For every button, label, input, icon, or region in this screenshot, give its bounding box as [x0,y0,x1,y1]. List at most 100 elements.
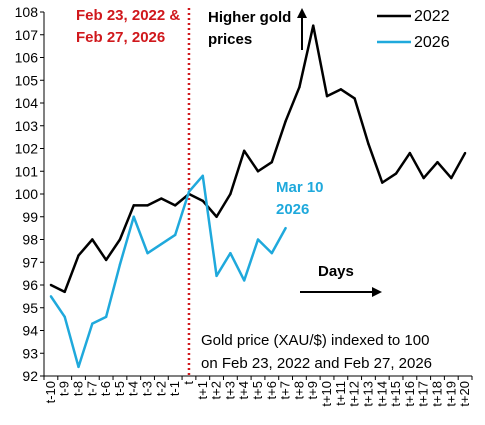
days-label: Days [318,263,354,280]
data-point-2022 [132,204,135,207]
y-tick-label: 102 [15,141,39,157]
index-note-line-1: Gold price (XAU/$) indexed to 100 [201,332,429,349]
data-point-2026 [49,295,53,298]
data-point-2026 [104,315,108,319]
x-tick-label: t+5 [250,381,265,399]
x-tick-label: t-4 [126,381,141,396]
y-tick-label: 108 [15,4,39,20]
data-point-2026 [270,251,274,255]
x-tick-label: t+12 [347,381,362,407]
data-point-2022 [339,88,343,91]
y-tick-label: 103 [15,118,39,134]
y-tick-label: 107 [15,27,39,43]
data-point-2022 [173,204,177,207]
data-point-2022 [270,160,274,164]
data-point-2022 [450,176,453,180]
data-point-2022 [146,204,149,207]
data-point-2026 [256,238,260,241]
x-tick-label: t-7 [84,381,99,396]
y-tick-label: 93 [22,345,38,361]
x-tick-label: t-9 [57,381,72,396]
data-point-2026 [77,365,80,369]
data-point-2026 [242,279,246,282]
y-tick-label: 99 [22,209,38,225]
data-point-2022 [49,283,53,287]
higher-gold-label-line-2: prices [208,31,252,48]
data-point-2022 [160,197,163,200]
y-tick-label: 96 [22,277,38,293]
data-point-2022 [242,149,246,152]
data-point-2022 [436,160,439,164]
data-point-2022 [381,181,384,184]
y-tick-label: 101 [15,163,39,179]
data-point-2026 [63,315,66,319]
data-point-2026 [118,263,122,266]
y-tick-label: 92 [22,368,38,384]
series-line-2022 [50,24,467,294]
x-tick-label: t+4 [236,381,251,399]
y-tick-label: 106 [15,50,39,66]
x-tick-label: t-1 [167,381,182,396]
data-point-2022 [284,120,287,123]
x-tick-label: t+6 [264,381,279,399]
x-tick-label: t-8 [71,381,86,396]
x-tick-label: t-2 [153,381,168,396]
y-tick-label: 95 [22,300,38,316]
data-point-2022 [408,151,412,155]
x-tick-label: t+10 [319,381,334,407]
data-point-2022 [298,85,301,89]
data-point-2026 [91,322,94,325]
x-tick-label: t+1 [195,381,210,399]
x-tick-label: t+18 [429,381,444,407]
x-tick-label: t+17 [416,381,431,407]
x-tick-label: t+3 [222,381,237,399]
series-group [49,24,467,369]
x-tick-label: t+14 [374,381,389,407]
x-tick-label: t-5 [112,381,127,396]
x-tick-label: t [181,381,196,385]
x-tick-label: t-3 [140,381,155,396]
y-tick-label: 105 [15,72,39,88]
data-point-2022 [325,94,329,98]
data-point-2022 [91,238,94,241]
y-tick-label: 104 [15,95,39,111]
data-point-2022 [118,238,122,241]
x-tick-label: t+9 [305,381,320,399]
event-label-line-2: Feb 27, 2026 [76,29,165,46]
data-point-2022 [215,215,218,218]
data-point-2022 [63,290,66,294]
event-label-line-1: Feb 23, 2022 & [76,7,180,24]
data-point-2022 [367,142,370,146]
data-point-2026 [229,251,232,255]
y-tick-label: 98 [22,232,38,248]
x-tick-label: t+7 [278,381,293,399]
data-point-2022 [104,258,108,262]
legend-label-2026: 2026 [414,34,450,51]
x-tick-label: t+19 [443,381,458,407]
y-tick-label: 94 [22,323,38,339]
latest-date-label-line-1: Mar 10 [276,179,324,196]
data-point-2026 [132,215,135,218]
series-line-2026 [49,174,287,369]
data-point-2022 [394,172,398,175]
data-point-2022 [77,254,80,257]
data-point-2022 [353,97,356,100]
x-tick-label: t+20 [457,381,472,407]
data-point-2022 [422,176,425,180]
y-axis: 92 93 94 95 96 97 98 99 100 101 102 103 104 105 106 107… [15,4,45,384]
x-tick-label: t-10 [43,381,58,403]
y-tick-label: 100 [15,186,39,202]
data-point-2026 [173,233,177,237]
data-point-2022 [463,151,467,155]
data-point-2026 [201,174,204,177]
x-tick-label: t-6 [98,381,113,396]
data-point-2022 [201,199,204,203]
index-note-line-2: on Feb 23, 2022 and Feb 27, 2026 [201,355,432,372]
data-point-2026 [215,274,218,278]
x-tick-label: t+13 [360,381,375,407]
latest-date-label-line-2: 2026 [276,201,309,218]
data-point-2022 [312,24,315,27]
data-point-2026 [284,226,287,230]
legend-label-2022: 2022 [414,8,450,25]
